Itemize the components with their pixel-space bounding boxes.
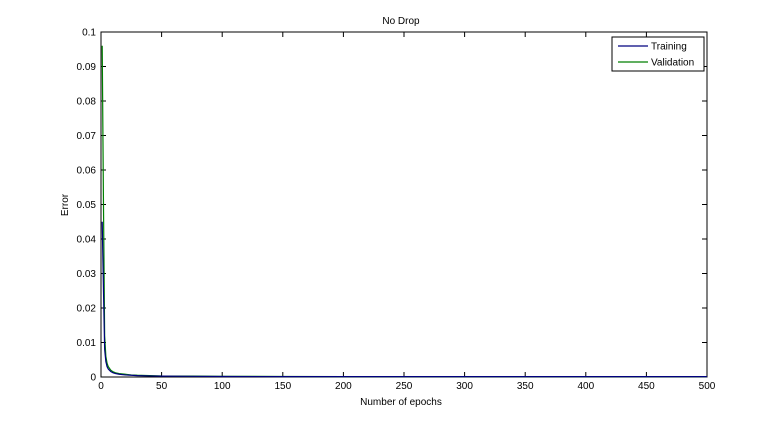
plot-area: [100, 31, 708, 378]
y-tick-label: 0.07: [77, 131, 97, 142]
y-tick-label: 0: [90, 373, 96, 384]
y-tick-label: 0.06: [77, 166, 97, 177]
x-tick-label: 200: [335, 381, 352, 392]
x-tick-label: 50: [156, 381, 168, 392]
y-tick-label: 0.02: [77, 304, 97, 315]
y-tick-label: 0.01: [77, 338, 97, 349]
x-tick-label: 500: [699, 381, 716, 392]
series-group: [101, 45, 707, 378]
chart-title: No Drop: [382, 16, 420, 27]
y-axis-title: Error: [60, 193, 71, 216]
x-tick-label: 0: [98, 381, 104, 392]
x-tick-label: 450: [638, 381, 655, 392]
y-tick-label: 0.03: [77, 269, 97, 280]
legend-label-validation: Validation: [651, 58, 694, 69]
x-tick-label: 250: [396, 381, 413, 392]
y-tick-label: 0.05: [77, 200, 97, 211]
legend-label-training: Training: [651, 42, 687, 53]
legend: Training Validation: [611, 36, 705, 72]
x-axis-title: Number of epochs: [360, 397, 442, 408]
x-tick-label: 150: [274, 381, 291, 392]
y-tick-label: 0.04: [77, 235, 97, 246]
y-tick-label: 0.09: [77, 62, 97, 73]
legend-box: [611, 36, 705, 72]
y-tick-label: 0.1: [82, 28, 96, 39]
x-tick-label: 300: [456, 381, 473, 392]
x-tick-label: 100: [214, 381, 231, 392]
x-tick-label: 350: [517, 381, 534, 392]
series-line-training: [101, 221, 707, 378]
y-tick-label: 0.08: [77, 97, 97, 108]
x-tick-label: 400: [577, 381, 594, 392]
y-axis: 0 0.01 0.02 0.03 0.04 0.05 0.06 0.07 0.08 0.09 0.1: [77, 28, 707, 384]
